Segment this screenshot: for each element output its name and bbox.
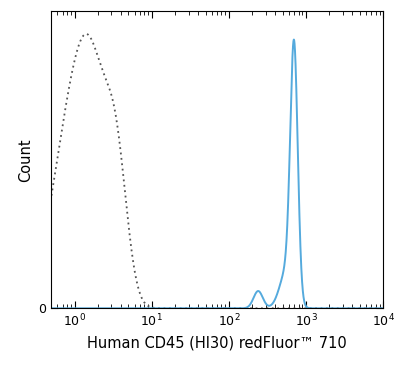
Y-axis label: Count: Count xyxy=(18,138,33,182)
X-axis label: Human CD45 (HI30) redFluor™ 710: Human CD45 (HI30) redFluor™ 710 xyxy=(87,335,347,350)
